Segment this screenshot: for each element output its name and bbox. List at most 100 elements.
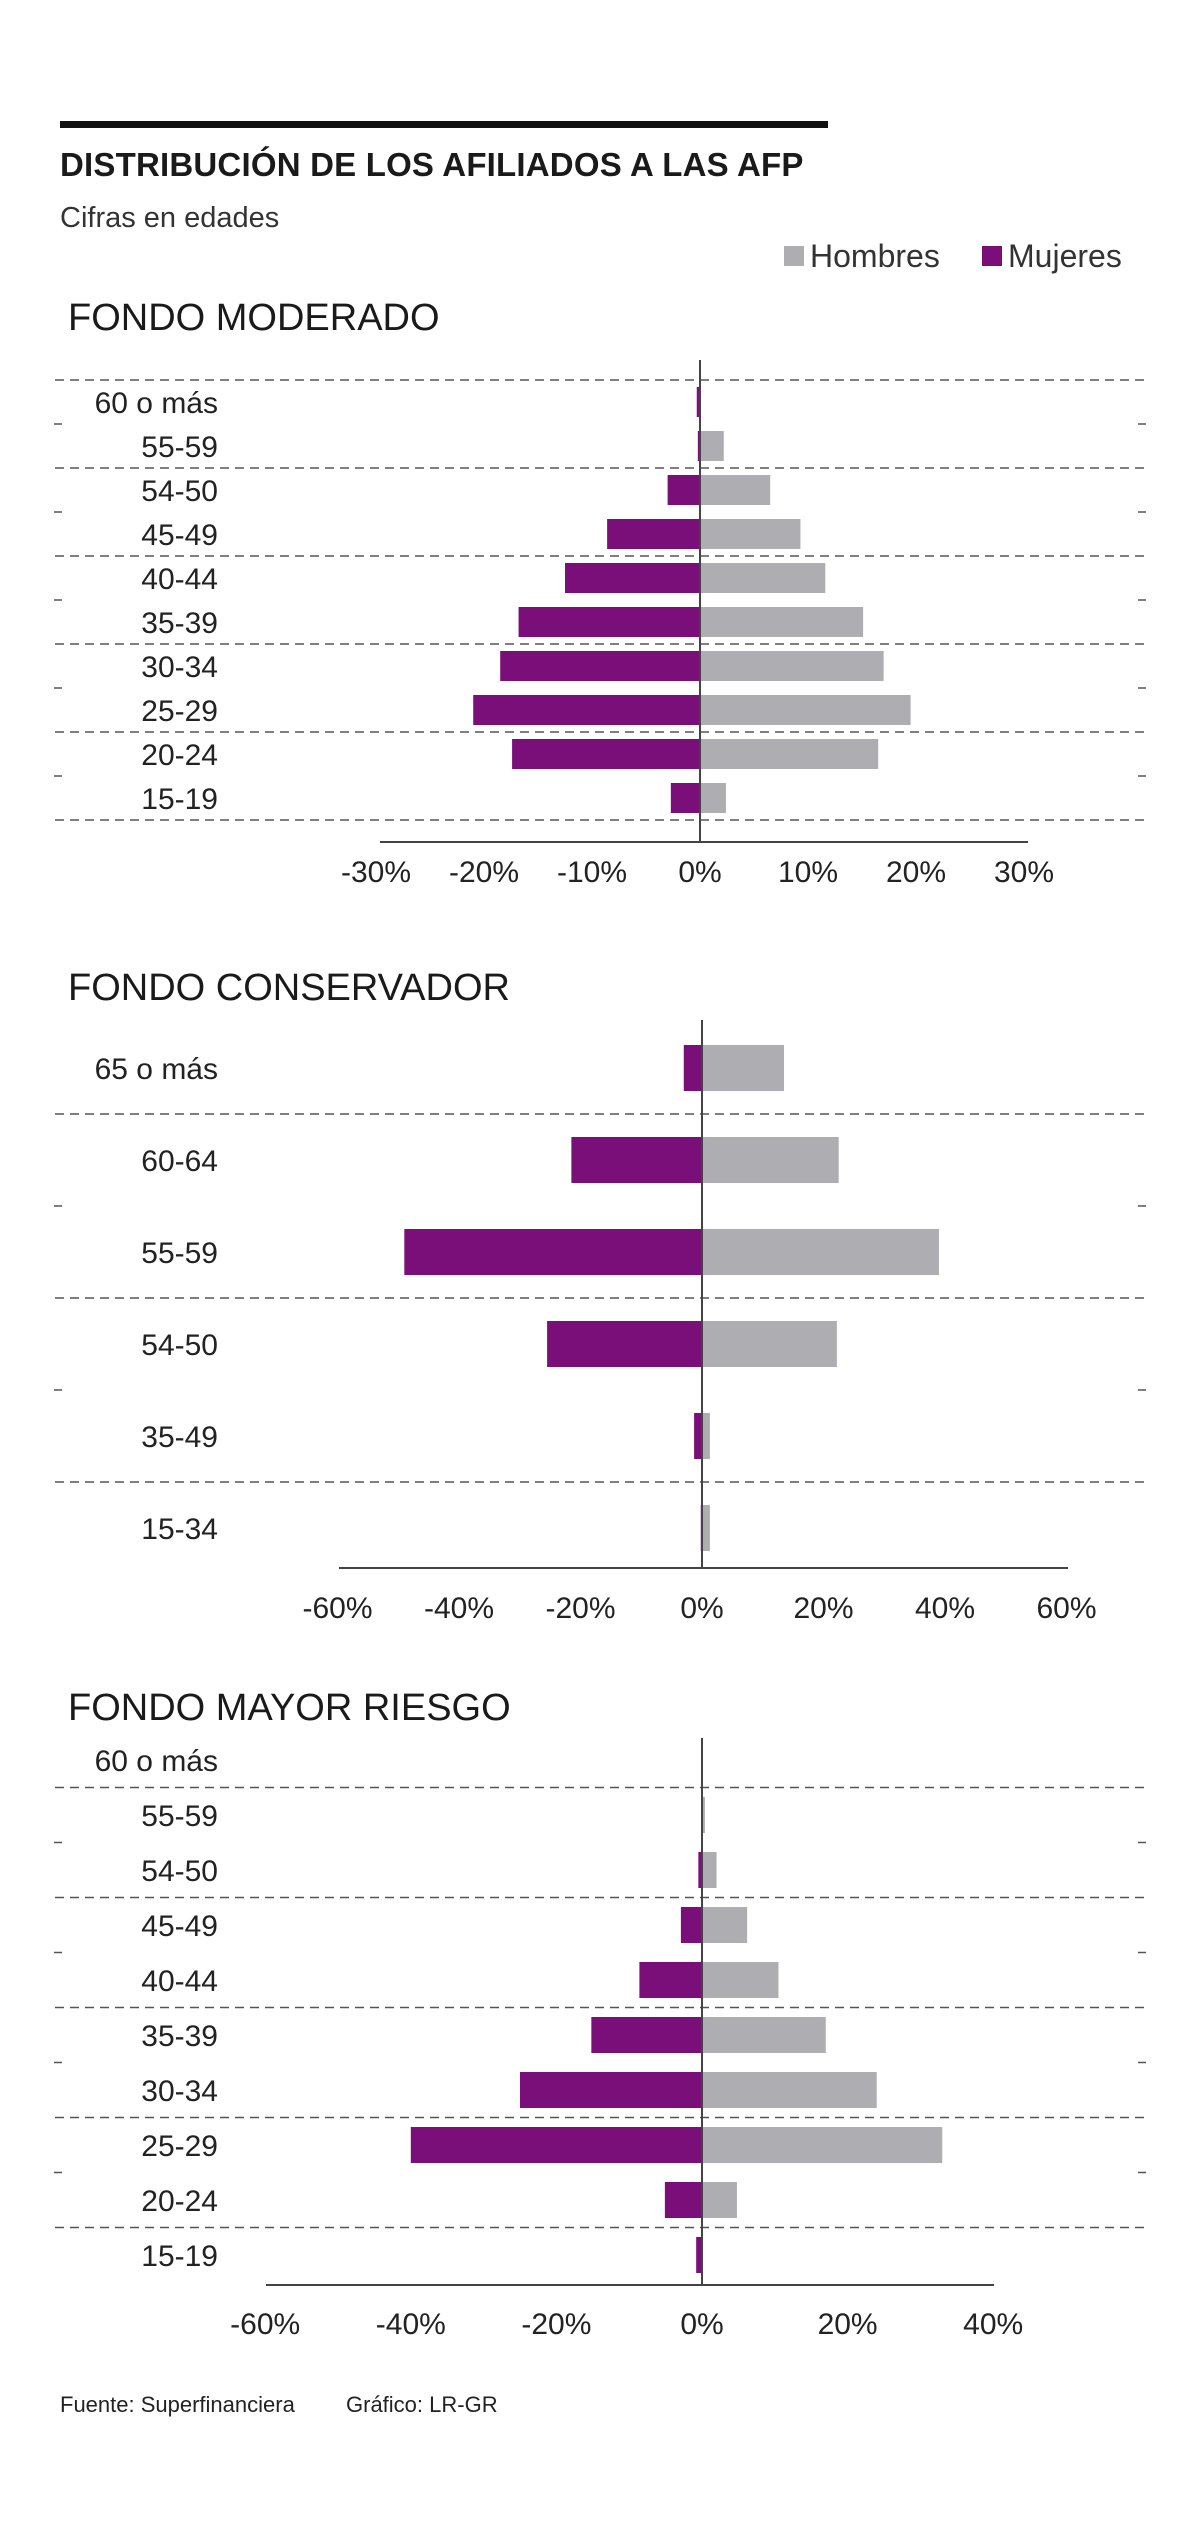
- category-label-60-o-mas: 60 o más: [95, 1745, 218, 1778]
- x-tick-label: 40%: [963, 2308, 1023, 2341]
- category-label-54-50: 54-50: [141, 1329, 218, 1362]
- chart-fondo-moderado: FONDO MODERADO 60 o más 55-59 54-50 45-49 40-…: [54, 297, 1146, 889]
- bar-hombres-25-29: [700, 695, 911, 725]
- bar-mujeres-55-59: [404, 1229, 702, 1275]
- category-label-65-o-mas: 65 o más: [95, 1053, 218, 1086]
- legend-label-mujeres: Mujeres: [1008, 237, 1122, 274]
- x-tick-label: 0%: [678, 856, 721, 889]
- bar-hombres-55-59: [702, 1229, 939, 1275]
- bar-hombres-15-19: [700, 783, 726, 813]
- category-label-45-49: 45-49: [141, 519, 218, 552]
- category-label-55-59: 55-59: [141, 1800, 218, 1833]
- bar-mujeres-60-64: [571, 1137, 702, 1183]
- bar-hombres-35-49: [702, 1413, 710, 1459]
- category-label-60-64: 60-64: [141, 1145, 218, 1178]
- bar-hombres-20-24: [702, 2182, 737, 2218]
- bar-hombres-54-50: [702, 1321, 837, 1367]
- category-label-15-34: 15-34: [141, 1513, 218, 1546]
- category-label-35-39: 35-39: [141, 607, 218, 640]
- category-label-25-29: 25-29: [141, 2130, 218, 2163]
- category-label-35-49: 35-49: [141, 1421, 218, 1454]
- page-subtitle: Cifras en edades: [60, 202, 280, 234]
- x-tick-label: 20%: [793, 1592, 853, 1625]
- category-label-54-50: 54-50: [141, 475, 218, 508]
- bar-mujeres-45-49: [607, 519, 700, 549]
- chart-title: FONDO MODERADO: [68, 297, 440, 339]
- chart-fondo-mayor-riesgo: FONDO MAYOR RIESGO 60 o más 55-59 54-50 45-4…: [54, 1687, 1146, 2341]
- bar-hombres-35-39: [702, 2017, 826, 2053]
- category-label-15-19: 15-19: [141, 783, 218, 816]
- bar-hombres-54-50: [700, 475, 771, 505]
- category-label-55-59: 55-59: [141, 431, 218, 464]
- bar-mujeres-55-59: [697, 431, 700, 461]
- bar-mujeres-40-44: [565, 563, 700, 593]
- category-label-30-34: 30-34: [141, 2075, 218, 2108]
- bar-mujeres-15-19: [696, 2237, 702, 2273]
- bar-hombres-25-29: [702, 2127, 943, 2163]
- bar-mujeres-15-19: [670, 783, 700, 813]
- category-label-30-34: 30-34: [141, 651, 218, 684]
- x-tick-label: 20%: [818, 2308, 878, 2341]
- category-label-20-24: 20-24: [141, 739, 218, 772]
- bar-mujeres-65-o-mas: [683, 1045, 702, 1091]
- bar-mujeres-54-50: [547, 1321, 702, 1367]
- x-tick-label: 0%: [680, 2308, 723, 2341]
- bar-mujeres-25-29: [410, 2127, 702, 2163]
- x-tick-label: -60%: [230, 2308, 300, 2341]
- category-label-54-50: 54-50: [141, 1855, 218, 1888]
- legend-swatch-mujeres: [982, 246, 1002, 266]
- bar-mujeres-35-49: [694, 1413, 702, 1459]
- x-tick-label: -20%: [521, 2308, 591, 2341]
- bar-hombres-20-24: [700, 739, 879, 769]
- legend-label-hombres: Hombres: [810, 237, 940, 274]
- category-label-20-24: 20-24: [141, 2185, 218, 2218]
- x-tick-label: 0%: [680, 1592, 723, 1625]
- x-tick-label: -20%: [545, 1592, 615, 1625]
- bar-mujeres-40-44: [639, 1962, 702, 1998]
- bar-hombres-65-o-mas: [702, 1045, 785, 1091]
- source-note: Fuente: Superfinanciera: [60, 2392, 295, 2417]
- bar-mujeres-60-o-mas: [696, 387, 700, 417]
- top-rule: [60, 121, 828, 128]
- bar-mujeres-35-39: [591, 2017, 702, 2053]
- legend-item-hombres: Hombres: [784, 236, 940, 276]
- category-label-40-44: 40-44: [141, 563, 218, 596]
- x-tick-label: 20%: [886, 856, 946, 889]
- x-tick-label: 40%: [915, 1592, 975, 1625]
- x-tick-label: 30%: [994, 856, 1054, 889]
- bar-mujeres-30-34: [500, 651, 700, 681]
- bar-mujeres-54-50: [698, 1852, 702, 1888]
- chart-fondo-conservador: FONDO CONSERVADOR 65 o más 60-64 55-59 54-50…: [54, 967, 1146, 1625]
- bar-mujeres-20-24: [664, 2182, 702, 2218]
- category-label-25-29: 25-29: [141, 695, 218, 728]
- bar-mujeres-20-24: [512, 739, 700, 769]
- x-tick-label: -40%: [424, 1592, 494, 1625]
- legend-item-mujeres: Mujeres: [982, 236, 1122, 276]
- bar-hombres-15-34: [702, 1505, 710, 1551]
- x-tick-label: 60%: [1036, 1592, 1096, 1625]
- bar-hombres-40-44: [702, 1962, 779, 1998]
- page-title: DISTRIBUCIÓN DE LOS AFILIADOS A LAS AFP: [60, 146, 804, 183]
- category-label-15-19: 15-19: [141, 2240, 218, 2273]
- bar-hombres-45-49: [700, 519, 801, 549]
- x-tick-label: -30%: [341, 856, 411, 889]
- x-tick-label: -60%: [302, 1592, 372, 1625]
- bar-mujeres-54-50: [667, 475, 700, 505]
- bar-mujeres-35-39: [518, 607, 700, 637]
- bar-hombres-60-64: [702, 1137, 839, 1183]
- x-tick-label: -40%: [376, 2308, 446, 2341]
- legend-swatch-hombres: [784, 246, 804, 266]
- bar-hombres-30-34: [700, 651, 884, 681]
- bar-mujeres-25-29: [473, 695, 700, 725]
- x-tick-label: -20%: [449, 856, 519, 889]
- category-label-60-o-mas: 60 o más: [95, 387, 218, 420]
- category-label-45-49: 45-49: [141, 1910, 218, 1943]
- chart-title: FONDO CONSERVADOR: [68, 967, 510, 1009]
- bar-mujeres-45-49: [680, 1907, 702, 1943]
- category-label-35-39: 35-39: [141, 2020, 218, 2053]
- category-label-55-59: 55-59: [141, 1237, 218, 1270]
- bar-hombres-35-39: [700, 607, 864, 637]
- bar-hombres-54-50: [702, 1852, 717, 1888]
- bar-hombres-40-44: [700, 563, 826, 593]
- bar-hombres-30-34: [702, 2072, 877, 2108]
